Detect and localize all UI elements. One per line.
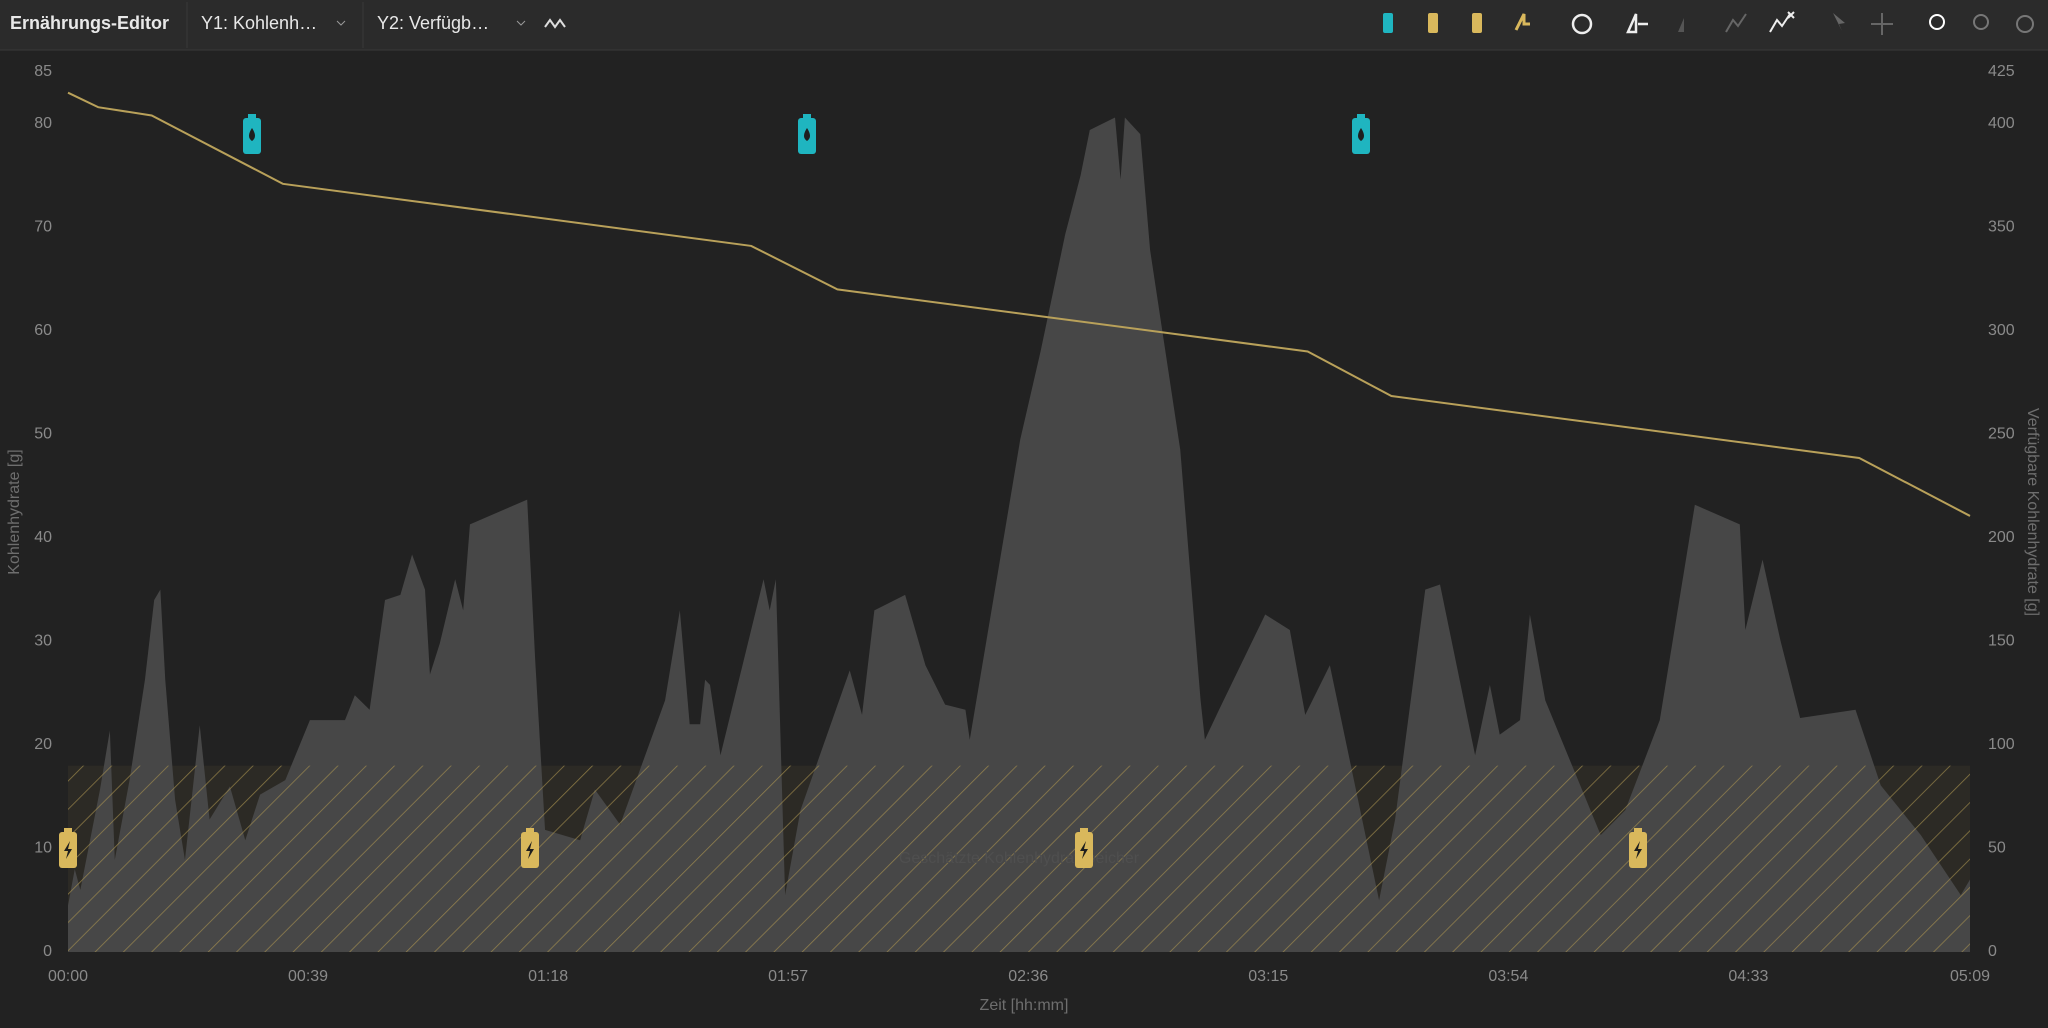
y-tick-label: 40 xyxy=(34,529,52,546)
add-drink-button[interactable] xyxy=(1383,13,1393,33)
y2-tick-label: 50 xyxy=(1988,840,2006,857)
band-hatch xyxy=(68,765,1970,952)
y2-axis-label: Verfügbare Kohlenhydrate [g] xyxy=(2024,408,2041,616)
x-tick-label: 05:09 xyxy=(1950,968,1990,985)
y-tick-label: 10 xyxy=(34,840,52,857)
x-tick-label: 01:57 xyxy=(768,968,808,985)
y2-tick-label: 100 xyxy=(1988,736,2015,753)
x-tick-label: 04:33 xyxy=(1728,968,1768,985)
toolbar-icons xyxy=(1383,11,2034,35)
band-label: Geschätzte Kohlenhydratspeicher xyxy=(899,850,1140,867)
editor-title: Ernährungs-Editor xyxy=(10,13,169,33)
reset-zoom-button[interactable] xyxy=(2016,15,2034,33)
plot: Geschätzte Kohlenhydratspeicher 0 10 20 30 40… xyxy=(34,63,2015,985)
y-tick-label: 0 xyxy=(43,943,52,960)
area-series xyxy=(68,117,1970,953)
y2-tick-label: 350 xyxy=(1988,219,2015,236)
x-tick-label: 00:39 xyxy=(288,968,328,985)
x-tick-label: 03:54 xyxy=(1488,968,1528,985)
y-tick-label: 50 xyxy=(34,426,52,443)
y-tick-label: 30 xyxy=(34,633,52,650)
y2-tick-label: 400 xyxy=(1988,115,2015,132)
dropdown-arrow[interactable] xyxy=(336,20,346,26)
gel-icon-glyph xyxy=(1080,841,1088,859)
zoom-in-button[interactable] xyxy=(1929,14,1945,30)
zoom-out-button[interactable] xyxy=(1973,14,1989,30)
tool-button[interactable] xyxy=(1626,13,1648,34)
drink-icon-cap xyxy=(1357,114,1365,119)
drink-icon-glyph xyxy=(249,128,255,141)
drink-icon-cap xyxy=(248,114,256,119)
gel-icon-cap xyxy=(64,828,72,833)
y-tick-label: 20 xyxy=(34,736,52,753)
smooth-button[interactable] xyxy=(544,18,566,29)
add-bar-button[interactable] xyxy=(1472,13,1482,33)
dropdown-arrow[interactable] xyxy=(516,20,526,26)
gel-icon-cap xyxy=(526,828,534,833)
y2-tick-label: 425 xyxy=(1988,63,2015,80)
gel-icon-glyph xyxy=(1634,841,1642,859)
gel-icon-cap xyxy=(1634,828,1642,833)
y-tick-label: 85 xyxy=(34,63,52,80)
gel-icon-cap xyxy=(1080,828,1088,833)
x-tick-label: 00:00 xyxy=(48,968,88,985)
gel-icon-glyph xyxy=(526,841,534,859)
y-tick-label: 70 xyxy=(34,219,52,236)
pan-button[interactable] xyxy=(1871,13,1893,35)
line-series xyxy=(67,91,1971,517)
y-tick-label: 60 xyxy=(34,322,52,339)
y2-tick-label: 200 xyxy=(1988,529,2015,546)
y-axis-label: Kohlenhydrate [g] xyxy=(6,449,23,574)
x-tick-label: 02:36 xyxy=(1008,968,1048,985)
pointer-button[interactable] xyxy=(1833,13,1845,31)
remove-peak-button[interactable] xyxy=(1769,11,1795,33)
drink-icon-glyph xyxy=(804,128,810,141)
y2-tick-label: 0 xyxy=(1988,943,1997,960)
add-gel-button[interactable] xyxy=(1428,13,1438,33)
y1-select[interactable]: Y1: Kohlenh… xyxy=(201,13,317,33)
drink-icon-cap xyxy=(803,114,811,119)
y2-tick-label: 250 xyxy=(1988,426,2015,443)
y-tick-label: 80 xyxy=(34,115,52,132)
y2-select[interactable]: Y2: Verfügb… xyxy=(377,13,489,33)
y2-tick-label: 300 xyxy=(1988,322,2015,339)
x-tick-label: 01:18 xyxy=(528,968,568,985)
add-food-button[interactable] xyxy=(1514,13,1530,31)
x-tick-label: 03:15 xyxy=(1248,968,1288,985)
drink-icon-glyph xyxy=(1358,128,1364,141)
y2-tick-label: 150 xyxy=(1988,633,2015,650)
refresh-button[interactable] xyxy=(1571,13,1593,35)
peak-button[interactable] xyxy=(1725,13,1747,33)
gel-icon-glyph xyxy=(64,841,72,859)
x-axis-label: Zeit [hh:mm] xyxy=(980,997,1069,1014)
tool-button-disabled[interactable] xyxy=(1678,18,1684,32)
